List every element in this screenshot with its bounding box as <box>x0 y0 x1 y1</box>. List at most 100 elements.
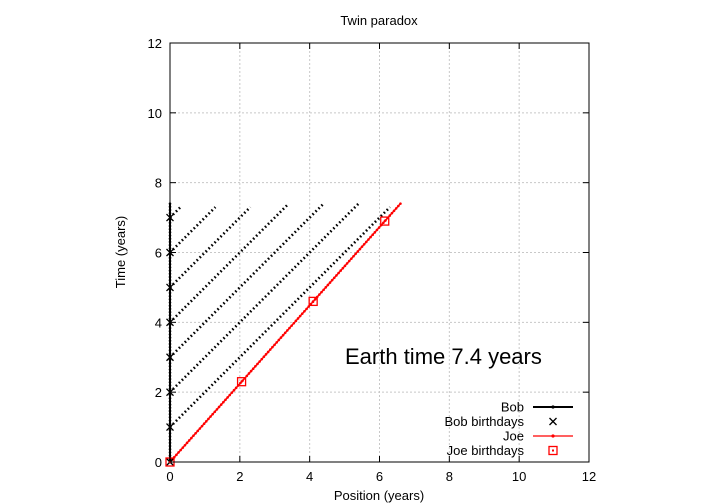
series-point <box>337 271 340 275</box>
series-point <box>190 436 193 440</box>
x-tick-label: 10 <box>512 469 526 484</box>
series-point <box>354 252 357 256</box>
series-point <box>202 422 206 426</box>
series-point <box>377 226 381 229</box>
series-point <box>273 343 276 347</box>
series-point <box>313 298 317 301</box>
legend-label: Bob birthdays <box>445 414 525 429</box>
chart-title: Twin paradox <box>340 13 418 28</box>
series-point <box>350 257 353 260</box>
legend-swatch <box>548 445 558 456</box>
series-point <box>322 288 325 292</box>
signal-line <box>169 206 217 254</box>
series-point <box>215 408 219 411</box>
series-point <box>175 453 178 457</box>
series-point <box>264 353 268 356</box>
legend-swatch <box>549 417 557 426</box>
series-point <box>183 443 187 447</box>
series-point <box>200 424 204 428</box>
series-point <box>365 240 368 244</box>
series-point <box>262 355 266 359</box>
series-point <box>326 283 330 287</box>
x-axis-label: Position (years) <box>334 488 424 503</box>
series-point <box>192 434 195 437</box>
series-point <box>341 266 345 270</box>
series-point <box>388 214 392 217</box>
series-point <box>343 264 347 268</box>
series-point <box>247 372 251 375</box>
legend-entry: Joe <box>503 429 573 444</box>
series-point <box>362 242 366 246</box>
series-point <box>358 247 362 251</box>
series-point <box>375 228 379 232</box>
series-point <box>298 314 302 318</box>
series-point <box>275 341 278 344</box>
series-point <box>271 345 274 349</box>
series-point <box>277 338 281 342</box>
signal-line <box>169 202 290 324</box>
series-point <box>204 420 208 423</box>
y-tick-label: 12 <box>148 36 162 51</box>
series-point <box>245 374 249 378</box>
series-point <box>369 235 372 239</box>
series-point <box>217 405 221 409</box>
series-point <box>234 386 238 390</box>
series-point <box>260 357 264 361</box>
series-point <box>181 446 185 449</box>
x-tick-label: 12 <box>582 469 596 484</box>
series-point <box>196 429 200 433</box>
series-point <box>296 317 300 320</box>
series-point <box>224 398 227 402</box>
joe-birthday-marker <box>308 296 318 307</box>
x-tick-label: 6 <box>376 469 383 484</box>
x-tick-label: 8 <box>446 469 453 484</box>
series-point <box>324 286 328 289</box>
series-point <box>328 281 332 284</box>
series-point <box>226 396 229 399</box>
series-point <box>347 259 351 263</box>
series-point <box>392 209 396 213</box>
series-point <box>320 290 323 294</box>
x-tick-label: 4 <box>306 469 313 484</box>
series-point <box>251 367 255 370</box>
legend-swatch-point <box>551 405 555 409</box>
series-point <box>294 319 298 323</box>
series-point <box>305 307 308 311</box>
signal-line <box>169 202 360 394</box>
x-tick-label: 0 <box>166 469 173 484</box>
y-axis-label: Time (years) <box>113 216 128 288</box>
series-point <box>397 204 400 208</box>
series-point <box>371 233 375 237</box>
grid <box>170 43 589 462</box>
series-point <box>333 276 336 280</box>
series-point <box>279 336 283 339</box>
series-point <box>339 269 343 272</box>
series-point <box>288 326 291 330</box>
series-point <box>177 451 180 454</box>
tick-labels: 0 2 4 6 8 10 12 0 2 4 6 8 10 12 <box>148 36 597 484</box>
series-point <box>179 448 182 452</box>
series-point <box>373 231 377 234</box>
series-point <box>367 238 370 241</box>
earth-time-annotation: Earth time 7.4 years <box>345 344 542 369</box>
series-point <box>194 431 197 435</box>
series-point <box>209 415 212 418</box>
series-point <box>390 211 394 215</box>
series-point <box>360 245 364 248</box>
series-point <box>213 410 217 414</box>
series-point <box>345 262 349 265</box>
series-point <box>335 274 338 277</box>
legend-entry: Bob birthdays <box>445 414 557 429</box>
series-point <box>258 360 261 363</box>
series-point <box>268 348 272 351</box>
joe-birthday-marker <box>236 377 247 387</box>
legend-label: Joe birthdays <box>447 443 525 458</box>
series-point <box>292 321 296 325</box>
series-point <box>300 312 304 315</box>
legend-entry: Bob <box>501 400 573 415</box>
x-tick-label: 2 <box>236 469 243 484</box>
signal-line <box>169 202 325 359</box>
series-point <box>290 324 293 327</box>
